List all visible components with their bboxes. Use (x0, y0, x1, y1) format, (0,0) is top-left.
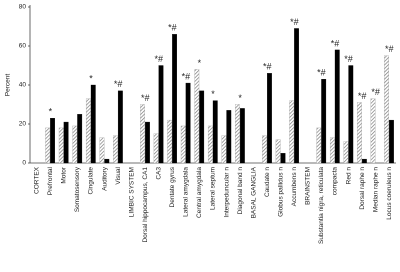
bar (389, 119, 394, 164)
annotation: *# (385, 44, 394, 54)
x-tick-label: Prefrontal (47, 166, 54, 195)
bar (63, 121, 69, 164)
x-tick-label: Dorsal hippocampus, CA1 (142, 167, 149, 243)
bar (185, 82, 191, 164)
x-tick-label: CORTEX (33, 166, 40, 194)
y-tick-label: 60 (19, 43, 27, 50)
x-tick-label: Median raphe n (372, 167, 379, 213)
bar (77, 114, 83, 164)
x-tick-label: Globus pallidus n (277, 167, 284, 217)
bar (180, 125, 186, 164)
x-tick-label: Caudate n (264, 167, 271, 197)
bar (280, 153, 286, 164)
bar (226, 110, 232, 164)
bar (343, 141, 349, 164)
annotation: * (211, 89, 215, 99)
bar (212, 100, 218, 164)
annotation: * (49, 107, 53, 117)
bar (85, 98, 91, 164)
bar (50, 118, 55, 164)
bar (321, 79, 327, 164)
annotation: *# (141, 93, 150, 103)
bar (172, 34, 177, 164)
x-tick-label: Interpeduncular n (223, 167, 230, 218)
bar (167, 119, 173, 164)
bar (361, 158, 367, 164)
y-tick-label: 0 (22, 160, 26, 167)
x-tick-label: Diagonal band n (237, 167, 244, 215)
bar (334, 49, 340, 164)
x-tick-label: CA3 (155, 167, 162, 180)
bar (140, 104, 145, 164)
y-tick-label: 80 (19, 4, 27, 11)
annotation: * (89, 73, 93, 83)
x-tick-label: Visual (115, 166, 122, 184)
bar (329, 137, 335, 164)
x-tick-label: Substantia nigra, reticulata (318, 167, 325, 244)
bar (45, 127, 51, 164)
x-tick-label: Locus coeruleus n (386, 167, 393, 220)
bar (267, 73, 272, 164)
annotation: *# (155, 54, 164, 64)
bar (348, 65, 354, 164)
bar (221, 135, 227, 164)
y-tick-label: 20 (19, 121, 27, 128)
annotation: *# (371, 87, 380, 97)
annotation: *# (182, 71, 191, 81)
annotation: * (238, 93, 242, 103)
y-tick-label: 40 (19, 82, 27, 89)
bar (158, 65, 164, 164)
x-tick-label: BRAINSTEM (305, 167, 312, 205)
bar (117, 90, 123, 164)
x-tick-label: Auditory (101, 166, 108, 191)
x-tick-label: Red n (345, 167, 352, 185)
x-tick-label: Lateral septum (210, 167, 217, 210)
x-tick-label: Motor (61, 166, 68, 183)
bar (207, 125, 213, 164)
bar (235, 104, 240, 164)
x-tick-label: LIMBIC SYSTEM (128, 167, 135, 217)
annotation: *# (263, 62, 272, 72)
annotation: *# (317, 68, 326, 78)
bar (104, 158, 110, 164)
x-tick-label: Central amygdala (196, 167, 203, 218)
bar (357, 102, 362, 164)
bar (145, 121, 150, 164)
annotation: *# (168, 23, 177, 33)
x-tick-label: Cingulate (88, 167, 95, 195)
bar (275, 139, 281, 164)
x-tick-label: compacta (332, 167, 339, 196)
bar (90, 84, 96, 164)
bar (289, 100, 295, 164)
bar (384, 55, 389, 164)
bar (113, 135, 118, 164)
x-tick-label: BASAL GANGLIA (250, 166, 257, 218)
bar (72, 125, 78, 164)
annotation: *# (290, 17, 299, 27)
bar (370, 98, 376, 164)
bar (316, 127, 322, 164)
x-tick-label: Dorsal raphe n (359, 167, 366, 210)
bar (199, 90, 205, 164)
annotation: *# (114, 79, 123, 89)
bar (99, 137, 105, 164)
annotation: *# (344, 54, 353, 64)
bar (58, 127, 64, 164)
x-tick-label: Dentate gyrus (169, 166, 176, 207)
x-tick-label: Accumbens n (291, 167, 298, 207)
annotation: *# (331, 38, 340, 48)
bar (262, 135, 267, 164)
bar (294, 28, 299, 164)
y-axis-label: Percent (5, 74, 12, 97)
bar (153, 133, 159, 164)
annotation: * (198, 58, 202, 68)
x-tick-label: Lateral amygdala (183, 167, 190, 217)
x-tick-label: Somatosensory (74, 166, 81, 212)
bar (239, 108, 245, 164)
annotation: *# (358, 91, 367, 101)
bar (194, 69, 200, 164)
